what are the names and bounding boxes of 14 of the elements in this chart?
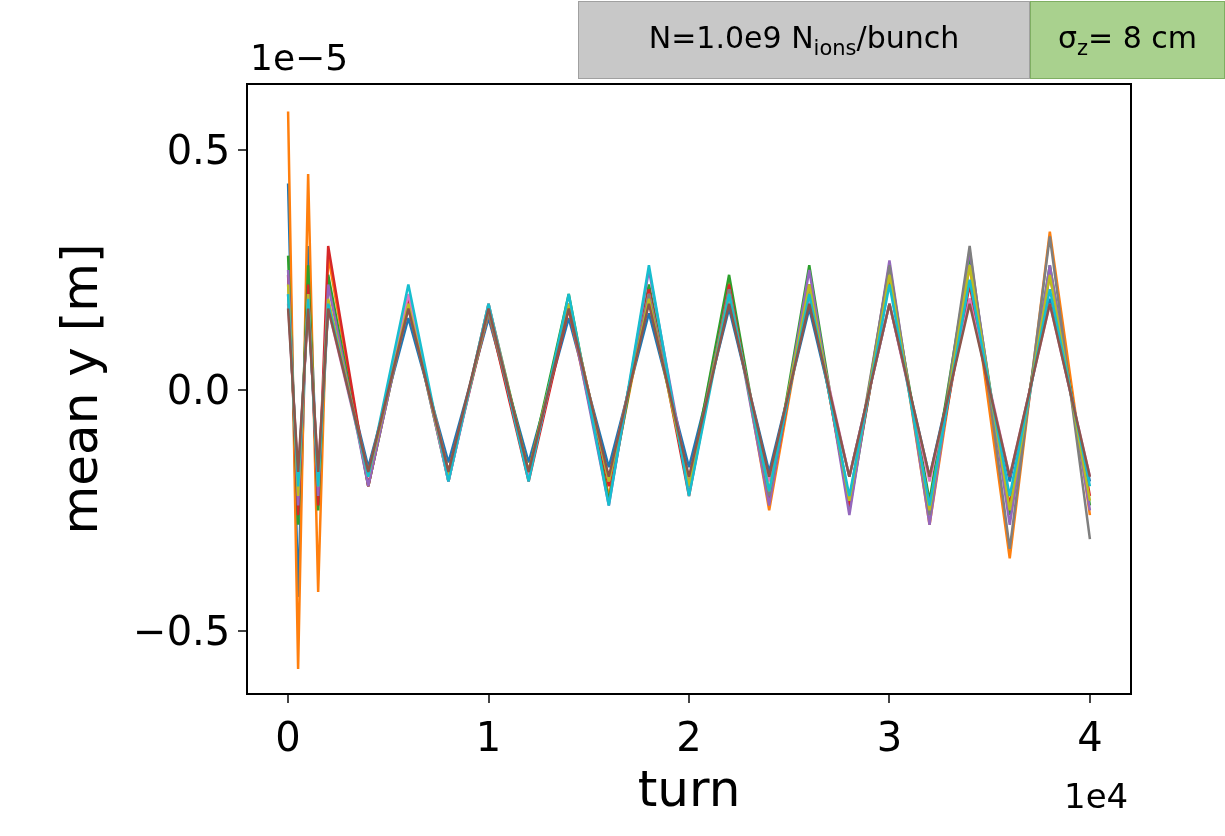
x-tick-label: 4 bbox=[1077, 713, 1103, 760]
text: N=1.0e9 N$_{ions}$/bunch bbox=[648, 20, 960, 60]
x-tick-label: 2 bbox=[676, 713, 702, 760]
y-tick-label: 0.5 bbox=[166, 126, 231, 173]
y-axis-title: mean y [m] bbox=[50, 243, 109, 535]
y-tick-label: −0.5 bbox=[133, 607, 231, 654]
text: 1e−5 bbox=[250, 37, 349, 78]
text: 1e4 bbox=[1064, 776, 1129, 816]
x-tick-label: 1 bbox=[475, 713, 502, 760]
x-axis-title: turn bbox=[637, 759, 741, 818]
text: σ$_{z}$= 8 cm bbox=[1057, 20, 1198, 60]
x-tick-label: 3 bbox=[876, 713, 903, 760]
x-tick-label: 0 bbox=[275, 713, 301, 760]
y-tick-label: 0.0 bbox=[166, 367, 231, 414]
